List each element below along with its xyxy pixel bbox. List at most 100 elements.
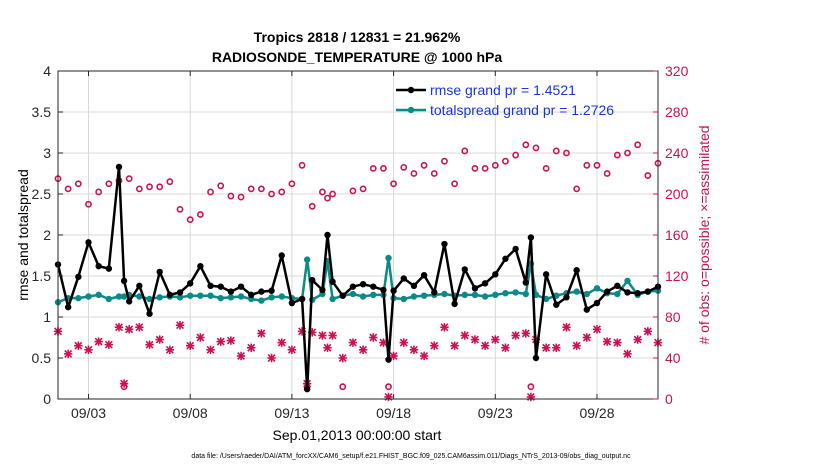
possible-obs-point	[644, 172, 652, 179]
totalspread-point	[187, 292, 194, 299]
rmse-point	[481, 280, 489, 287]
possible-obs-point	[471, 164, 479, 172]
x-tick-label: 09/08	[173, 405, 208, 421]
assimilated-obs-point	[165, 345, 175, 354]
totalspread-point	[95, 291, 102, 299]
rmse-point	[166, 291, 174, 299]
rmse-point	[492, 271, 499, 278]
totalspread-point	[410, 293, 418, 300]
assimilated-obs-point	[369, 333, 378, 342]
possible-obs-point	[385, 383, 392, 391]
rmse-point	[258, 288, 265, 295]
possible-obs-point	[634, 141, 642, 149]
assimilated-obs-point	[562, 323, 571, 332]
y-tick-label: 2.5	[32, 186, 52, 202]
totalspread-point	[156, 294, 163, 301]
possible-obs-point	[146, 183, 153, 191]
rmse-point	[120, 277, 128, 285]
rmse-point	[603, 288, 611, 295]
possible-obs-point	[522, 141, 530, 149]
rmse-point	[451, 300, 458, 308]
assimilated-obs-point	[84, 345, 93, 354]
assimilated-obs-point	[257, 329, 266, 338]
rmse-point	[309, 276, 316, 284]
assimilated-obs-point	[582, 333, 592, 342]
rmse-point	[237, 283, 245, 290]
possible-obs-point	[247, 185, 255, 193]
ticks-layer: 09/03 09/08 09/13 09/18 09/23 09/28 0 0.5 1 1.5 2 2…	[32, 63, 689, 421]
rmse-point	[614, 282, 621, 290]
possible-obs-point	[542, 164, 550, 172]
possible-obs-point	[237, 193, 245, 201]
possible-obs-point	[176, 205, 184, 213]
possible-obs-point	[532, 144, 540, 152]
y2-tick-label: 320	[665, 63, 689, 79]
rmse-point	[385, 356, 392, 363]
rmse-point	[268, 287, 275, 294]
rmse-point	[593, 299, 601, 307]
possible-obs-point	[502, 157, 509, 165]
possible-obs-point	[369, 164, 377, 172]
rmse-point	[410, 282, 418, 290]
possible-obs-point	[298, 161, 306, 169]
assimilated-obs-point	[501, 343, 510, 352]
rmse-point	[176, 289, 184, 296]
assimilated-obs-point	[318, 331, 327, 340]
rmse-point	[136, 282, 143, 290]
possible-obs-point	[166, 178, 174, 186]
y-tick-label: 0	[43, 391, 51, 407]
possible-obs-point	[359, 185, 367, 193]
possible-obs-point	[135, 185, 143, 193]
totalspread-point	[268, 294, 275, 301]
assimilated-obs-point	[572, 341, 581, 350]
totalspread-point	[349, 290, 357, 298]
possible-obs-point	[85, 200, 92, 208]
rmse-point	[624, 289, 631, 296]
y-tick-label: 3.5	[32, 104, 52, 120]
totalspread-point	[471, 291, 479, 299]
assimilated-obs-point	[409, 345, 419, 354]
rmse-point	[115, 163, 123, 171]
assimilated-obs-point	[491, 335, 500, 344]
y-axis-label: rmse and totalspread	[15, 169, 31, 301]
totalspread-point	[512, 289, 519, 296]
possible-obs-point	[390, 180, 397, 188]
possible-obs-point	[624, 149, 631, 157]
y2-tick-label: 0	[665, 391, 673, 407]
possible-obs-point	[430, 170, 438, 177]
possible-obs-point	[593, 161, 601, 169]
possible-obs-point	[603, 170, 611, 177]
assimilated-obs-point	[526, 392, 536, 402]
x-tick-label: 09/13	[274, 405, 309, 421]
rmse-point	[359, 281, 367, 288]
totalspread-point	[614, 290, 621, 298]
possible-obs-point	[491, 161, 499, 169]
assimilated-obs-point	[104, 340, 114, 349]
rmse-point	[278, 252, 285, 259]
legend-label-rmse: rmse grand pr = 1.4521	[430, 82, 576, 98]
rmse-point	[471, 285, 479, 292]
y2-tick-label: 40	[665, 350, 681, 366]
rmse-point	[329, 278, 336, 285]
assimilated-obs-point	[419, 351, 429, 361]
rmse-point	[227, 288, 235, 295]
possible-obs-point	[156, 183, 164, 191]
possible-obs-point	[324, 194, 331, 202]
assimilated-obs-point	[348, 338, 358, 347]
assimilated-obs-point	[384, 392, 393, 402]
possible-obs-point	[552, 147, 560, 155]
totalspread-point	[217, 294, 224, 302]
rmse-point	[146, 310, 153, 317]
assimilated-obs-point	[379, 338, 388, 347]
possible-obs-point	[268, 190, 275, 198]
rmse-point	[420, 271, 428, 279]
y-tick-label: 1	[43, 309, 51, 325]
totalspread-point	[481, 293, 489, 300]
totalspread-point	[303, 256, 311, 263]
totalspread-point	[105, 295, 113, 303]
possible-obs-point	[400, 163, 408, 171]
chart-title: Tropics 2818 / 12831 = 21.962%	[254, 29, 461, 45]
possible-obs-point	[451, 180, 459, 188]
assimilated-obs-point	[613, 338, 622, 347]
